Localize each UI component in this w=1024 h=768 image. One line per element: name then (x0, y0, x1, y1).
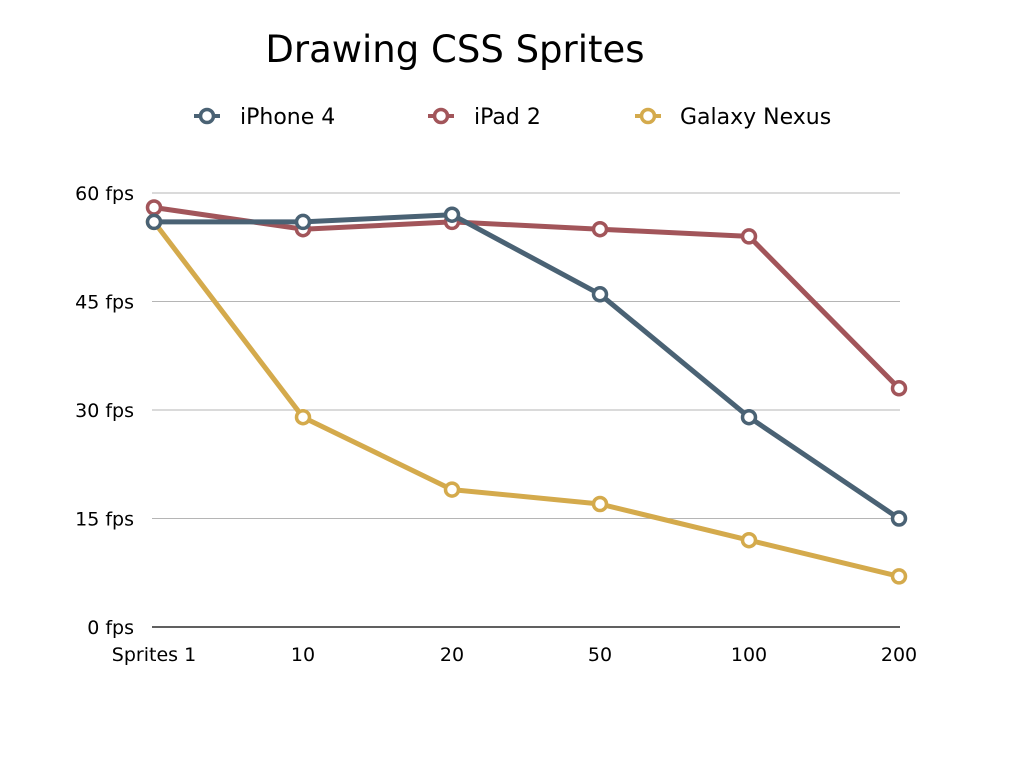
legend-label: Galaxy Nexus (680, 105, 831, 130)
series-line (151, 219, 902, 579)
series-galaxy-nexus (145, 213, 908, 585)
legend-item: iPad 2 (428, 105, 541, 130)
data-point (890, 380, 908, 397)
data-point (145, 213, 163, 231)
x-tick-label: 20 (440, 644, 464, 666)
legend-item: Galaxy Nexus (635, 105, 831, 130)
y-tick-label: 15 fps (75, 509, 134, 531)
legend-swatch-marker (639, 107, 657, 125)
data-point (740, 531, 758, 549)
x-axis-ticks: Sprites 1 10 20 50 100 200 (112, 644, 917, 666)
data-point (591, 220, 609, 238)
series-iphone-4 (145, 206, 908, 527)
y-tick-label: 60 fps (75, 183, 134, 205)
y-tick-label: 45 fps (75, 292, 134, 314)
data-point (740, 228, 758, 245)
legend-swatch-marker (198, 107, 216, 125)
data-point (890, 568, 908, 585)
data-point (294, 213, 312, 231)
gridlines (152, 192, 900, 519)
series-line (151, 205, 902, 391)
data-point (294, 408, 312, 426)
legend-label: iPhone 4 (240, 105, 335, 130)
series-line (151, 212, 902, 521)
data-point (443, 481, 461, 498)
x-tick-label: Sprites 1 (112, 644, 196, 666)
data-point (591, 495, 609, 513)
data-point (443, 206, 461, 223)
x-tick-label: 50 (588, 644, 612, 666)
y-tick-label: 30 fps (75, 400, 134, 422)
series-layer (145, 199, 908, 585)
data-point (890, 510, 908, 527)
legend-swatch-marker (432, 107, 450, 125)
data-point (145, 199, 163, 216)
x-tick-label: 200 (881, 644, 917, 666)
legend: iPhone 4 iPad 2 Galaxy Nexus (194, 105, 831, 130)
x-tick-label: 10 (291, 644, 315, 666)
x-tick-label: 100 (731, 644, 767, 666)
data-point (740, 408, 758, 426)
legend-item: iPhone 4 (194, 105, 335, 130)
data-point (591, 286, 609, 303)
y-axis-ticks: 0 fps 15 fps 30 fps 45 fps 60 fps (75, 183, 134, 639)
y-tick-label: 0 fps (87, 617, 134, 639)
legend-label: iPad 2 (474, 105, 541, 130)
chart-title: Drawing CSS Sprites (265, 28, 644, 71)
